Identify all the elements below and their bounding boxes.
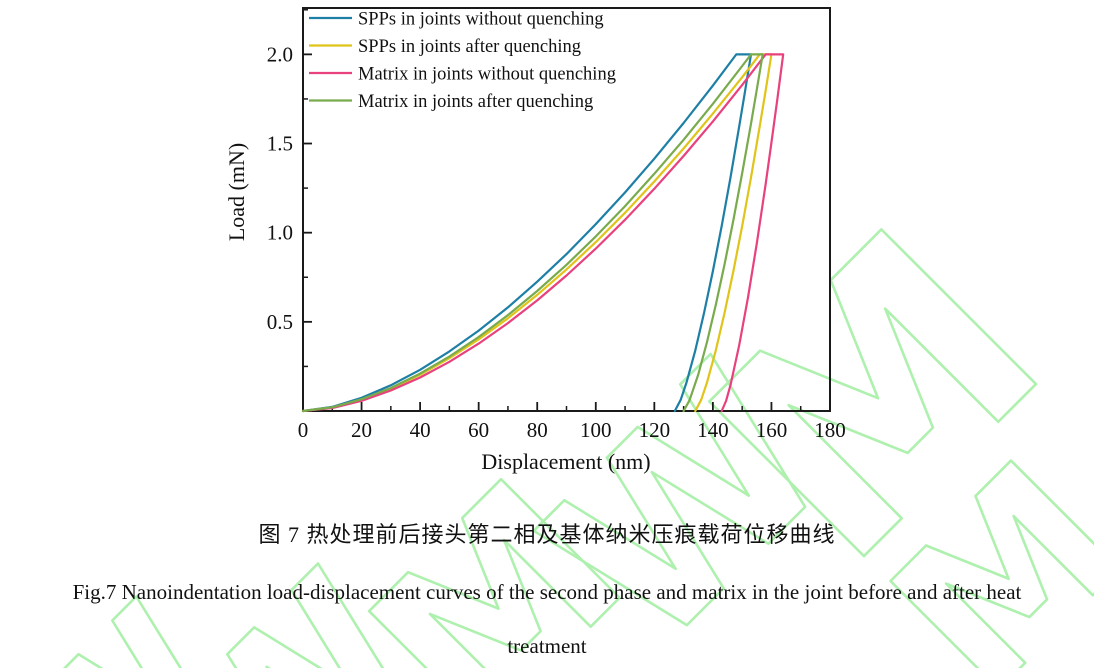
x-tick-label: 60 [468, 418, 489, 442]
x-tick-label: 140 [697, 418, 729, 442]
legend-label: SPPs in joints after quenching [358, 37, 581, 57]
x-tick-label: 20 [351, 418, 372, 442]
series-curve [301, 53, 785, 413]
figure-caption-chinese: 图 7 热处理前后接头第二相及基体纳米压痕载荷位移曲线 [258, 522, 836, 547]
x-tick-label: 180 [814, 418, 846, 442]
y-tick-label: 1.5 [267, 132, 293, 156]
x-tick-label: 160 [756, 418, 788, 442]
series-curve [301, 53, 773, 413]
series-curve [301, 53, 764, 413]
legend-label: Matrix in joints after quenching [358, 92, 593, 112]
y-axis-title: Load (mN) [224, 142, 249, 242]
y-tick-label: 0.5 [267, 310, 293, 334]
series-curve [301, 53, 753, 413]
figure-caption-english-line2: treatment [507, 634, 587, 658]
load-displacement-chart: 0 20 40 60 80 100 120 140 160 180 0.5 1.0 1.5 2.0 SPPs… [267, 7, 846, 442]
y-tick-label: 1.0 [267, 221, 293, 245]
y-tick-label: 2.0 [267, 42, 293, 66]
x-tick-label: 80 [527, 418, 548, 442]
x-tick-label: 40 [410, 418, 431, 442]
legend-label: SPPs in joints without quenching [358, 10, 604, 30]
legend-label: Matrix in joints without quenching [358, 65, 616, 85]
x-tick-label: 120 [639, 418, 671, 442]
x-axis-title: Displacement (nm) [481, 449, 651, 474]
x-tick-label: 0 [298, 418, 309, 442]
figure-caption-english-line1: Fig.7 Nanoindentation load-displacement … [72, 580, 1022, 604]
x-tick-label: 100 [580, 418, 612, 442]
